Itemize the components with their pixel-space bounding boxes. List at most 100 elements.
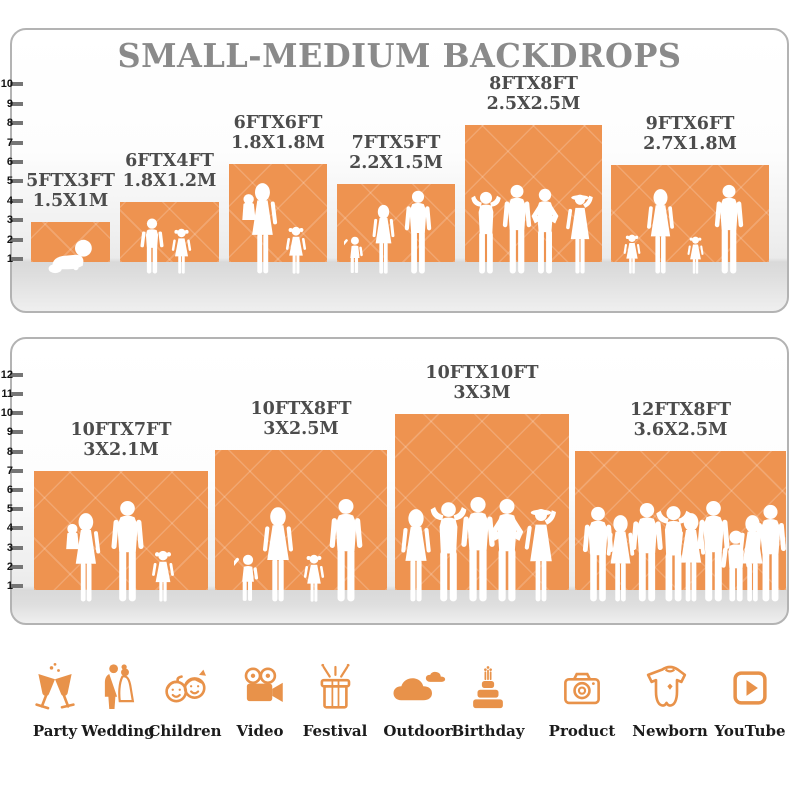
children-icon xyxy=(143,660,227,716)
ruler-tick-3 xyxy=(10,218,23,222)
category-label: Birthday xyxy=(451,722,525,740)
backdrop-5ftx3ft xyxy=(31,222,110,262)
ruler-number-1: 1 xyxy=(6,580,13,592)
ruler-tick-2 xyxy=(10,565,23,569)
category-newborn: Newborn xyxy=(628,660,712,740)
category-label: Wedding xyxy=(81,722,155,740)
birthday-icon xyxy=(446,660,530,716)
ruler-tick-4 xyxy=(10,526,23,530)
ruler-tick-9 xyxy=(10,102,23,106)
category-video: Video xyxy=(218,660,302,740)
backdrop-12ftx8ft xyxy=(575,451,786,590)
category-label: Product xyxy=(548,722,616,740)
ruler-number-6: 6 xyxy=(6,156,13,168)
category-label: Festival xyxy=(302,722,368,740)
backdrop-size-label: 6FTX4FT 1.8X1.2M xyxy=(123,151,217,192)
backdrop-9ftx6ft xyxy=(611,165,769,262)
ruler-number-6: 6 xyxy=(6,484,13,496)
ruler-tick-4 xyxy=(10,199,23,203)
ruler-tick-6 xyxy=(10,488,23,492)
backdrop-size-label: 7FTX5FT 2.2X1.5M xyxy=(349,133,443,174)
size-meters: 1.8X1.8M xyxy=(231,133,325,154)
youtube-icon xyxy=(708,660,792,716)
ruler-tick-8 xyxy=(10,121,23,125)
party-icon xyxy=(13,660,97,716)
size-meters: 1.8X1.2M xyxy=(122,171,217,192)
ruler-tick-10 xyxy=(10,82,23,86)
ruler-number-2: 2 xyxy=(6,234,13,246)
ruler-tick-1 xyxy=(10,584,23,588)
backdrop-size-label: 5FTX3FT 1.5X1M xyxy=(26,171,115,212)
ruler-number-9: 9 xyxy=(6,98,13,110)
backdrop-10ftx7ft xyxy=(34,471,208,590)
size-feet: 6FTX6FT xyxy=(233,112,323,133)
ruler-number-7: 7 xyxy=(6,465,13,477)
backdrop-size-label: 6FTX6FT 1.8X1.8M xyxy=(231,113,325,154)
backdrop-size-label: 8FTX8FT 2.5X2.5M xyxy=(487,74,581,115)
outdoor-icon xyxy=(376,660,460,716)
category-label: Party xyxy=(32,722,78,740)
ruler-tick-7 xyxy=(10,469,23,473)
backdrop-size-label: 10FTX8FT 3X2.5M xyxy=(250,399,351,440)
wedding-icon xyxy=(76,660,160,716)
category-label: Video xyxy=(236,722,284,740)
backdrop-7ftx5ft xyxy=(337,184,455,262)
backdrop-10ftx10ft xyxy=(395,414,569,590)
category-youtube: YouTube xyxy=(708,660,792,740)
category-party: Party xyxy=(13,660,97,740)
size-meters: 2.7X1.8M xyxy=(643,134,737,155)
infographic-title: SMALL-MEDIUM BACKDROPS xyxy=(117,36,682,75)
ruler-tick-6 xyxy=(10,160,23,164)
ruler-number-8: 8 xyxy=(6,117,13,129)
category-label: Outdoor xyxy=(383,722,453,740)
size-feet: 10FTX8FT xyxy=(250,398,352,419)
ruler-tick-5 xyxy=(10,507,23,511)
category-children: Children xyxy=(143,660,227,740)
category-product: Product xyxy=(540,660,624,740)
size-meters: 2.2X1.5M xyxy=(349,153,443,174)
ruler-tick-7 xyxy=(10,141,23,145)
size-feet: 5FTX3FT xyxy=(26,170,115,191)
ruler-tick-2 xyxy=(10,238,23,242)
size-meters: 3X2.1M xyxy=(83,440,159,461)
ruler-tick-3 xyxy=(10,546,23,550)
ruler-number-3: 3 xyxy=(6,542,13,554)
ruler-number-9: 9 xyxy=(6,426,13,438)
ruler-number-7: 7 xyxy=(6,137,13,149)
size-feet: 8FTX8FT xyxy=(489,73,578,94)
ruler-tick-8 xyxy=(10,450,23,454)
video-icon xyxy=(218,660,302,716)
category-label: YouTube xyxy=(714,722,786,740)
ruler-number-11: 11 xyxy=(1,388,13,400)
product-icon xyxy=(540,660,624,716)
size-feet: 12FTX8FT xyxy=(629,399,732,420)
size-meters: 3.6X2.5M xyxy=(633,420,728,441)
ruler-tick-9 xyxy=(10,430,23,434)
ruler-tick-11 xyxy=(10,392,23,396)
ruler-number-1: 1 xyxy=(6,253,13,265)
size-feet: 6FTX4FT xyxy=(125,150,214,171)
size-feet: 7FTX5FT xyxy=(351,132,441,153)
size-feet: 10FTX7FT xyxy=(70,419,172,440)
ruler-number-10: 10 xyxy=(0,78,13,90)
ruler-number-2: 2 xyxy=(6,561,13,573)
backdrop-size-label: 9FTX6FT 2.7X1.8M xyxy=(643,114,737,155)
ruler-number-4: 4 xyxy=(6,195,13,207)
ruler-tick-10 xyxy=(10,411,23,415)
category-festival: Festival xyxy=(293,660,377,740)
newborn-icon xyxy=(628,660,712,716)
category-birthday: Birthday xyxy=(446,660,530,740)
size-meters: 2.5X2.5M xyxy=(486,94,581,115)
ruler-number-5: 5 xyxy=(6,175,13,187)
ruler-tick-5 xyxy=(10,179,23,183)
backdrop-size-label: 12FTX8FT 3.6X2.5M xyxy=(630,400,731,441)
ruler-number-12: 12 xyxy=(0,369,13,381)
backdrop-10ftx8ft xyxy=(215,450,387,590)
category-outdoor: Outdoor xyxy=(376,660,460,740)
ruler-number-10: 10 xyxy=(0,407,13,419)
size-feet: 10FTX10FT xyxy=(425,362,539,383)
size-meters: 3X3M xyxy=(453,383,511,404)
backdrop-size-label: 10FTX7FT 3X2.1M xyxy=(70,420,171,461)
size-feet: 9FTX6FT xyxy=(645,113,735,134)
